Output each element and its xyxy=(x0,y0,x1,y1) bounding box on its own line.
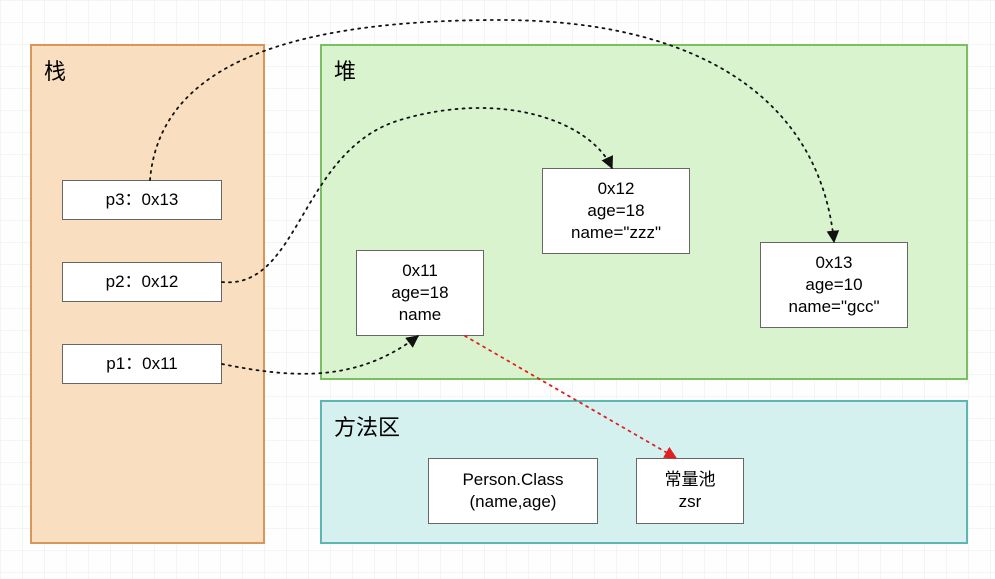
heap-object-0x12: 0x12 age=18 name="zzz" xyxy=(542,168,690,254)
method-area-title: 方法区 xyxy=(334,410,400,442)
stack-title: 栈 xyxy=(44,54,66,86)
heap-object-0x13: 0x13 age=10 name="gcc" xyxy=(760,242,908,328)
stack-var-p2: p2：0x12 xyxy=(62,262,222,302)
stack-var-p3: p3：0x13 xyxy=(62,180,222,220)
heap-object-0x11: 0x11 age=18 name xyxy=(356,250,484,336)
heap-title: 堆 xyxy=(334,54,356,86)
method-area-constant-pool: 常量池 zsr xyxy=(636,458,744,524)
method-area-person-class: Person.Class (name,age) xyxy=(428,458,598,524)
stack-var-p1: p1：0x11 xyxy=(62,344,222,384)
